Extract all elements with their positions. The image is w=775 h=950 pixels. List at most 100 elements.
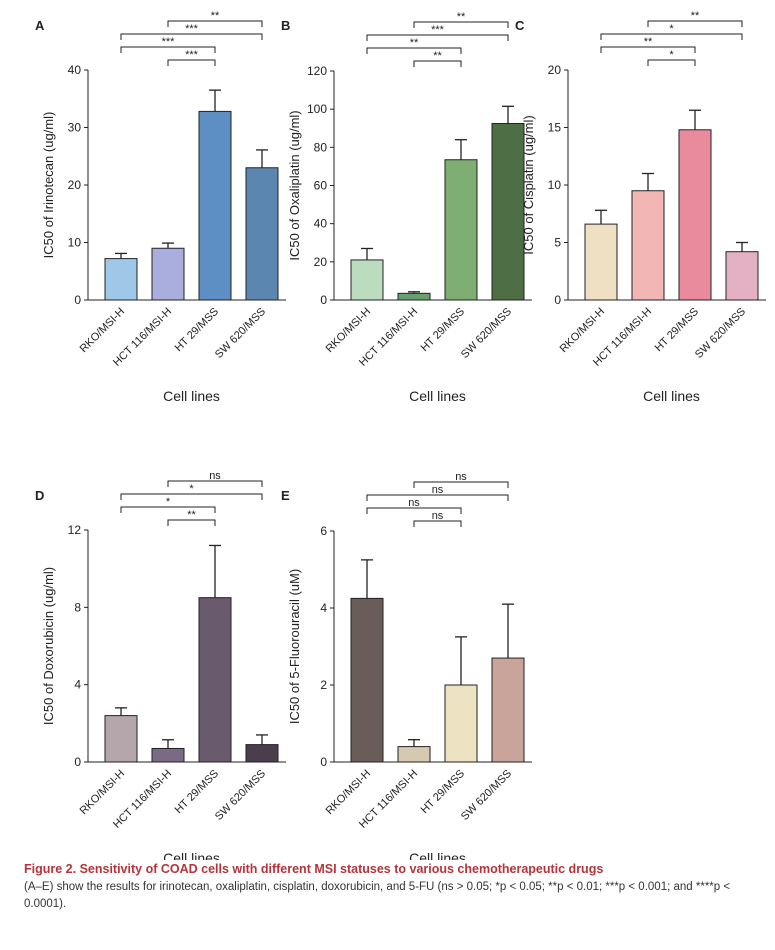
significance-label: *	[669, 23, 674, 35]
y-tick-label: 20	[548, 63, 562, 77]
bar	[584, 223, 618, 301]
x-tick-label: SW 620/MSS	[459, 768, 514, 823]
y-tick-label: 100	[307, 102, 327, 116]
significance-label: ***	[185, 23, 199, 35]
y-tick-label: 20	[314, 255, 328, 269]
figure-caption: Figure 2. Sensitivity of COAD cells with…	[24, 862, 759, 913]
significance-bracket	[413, 21, 509, 28]
y-tick-label: 60	[314, 179, 328, 193]
significance-label: **	[187, 509, 196, 521]
bar	[350, 259, 384, 301]
x-tick-label: HT 29/MSS	[173, 768, 222, 817]
x-tick-label: HT 29/MSS	[173, 306, 222, 355]
bar	[631, 190, 665, 301]
significance-bracket	[647, 20, 743, 27]
y-tick-label: 10	[68, 236, 82, 250]
bar	[104, 715, 138, 763]
chart-panel-c: C 0 5 10 15 20 IC50 of Cisplatin (ug/ml) RKO/MS…	[515, 10, 766, 404]
panel-letter: B	[281, 18, 290, 33]
y-tick-label: 5	[554, 236, 561, 250]
x-tick-label: SW 620/MSS	[693, 306, 748, 361]
significance-bracket	[600, 33, 743, 40]
x-tick-label: HT 29/MSS	[419, 768, 468, 817]
significance-label: ***	[185, 49, 199, 61]
bar	[491, 122, 525, 301]
significance-label: ns	[432, 484, 444, 496]
y-tick-label: 4	[320, 601, 327, 615]
y-axis-label: IC50 of Cisplatin (ug/ml)	[521, 115, 536, 254]
x-axis-label: Cell lines	[409, 388, 466, 404]
y-axis-label: IC50 of 5-Fluorouracil (uM)	[287, 569, 302, 724]
bar	[198, 110, 232, 301]
panel-letter: E	[281, 488, 290, 503]
y-tick-label: 0	[554, 293, 561, 307]
x-tick-label: SW 620/MSS	[213, 306, 268, 361]
significance-bracket	[600, 46, 696, 53]
significance-label: ***	[162, 36, 176, 48]
y-tick-label: 12	[68, 523, 82, 537]
significance-label: *	[189, 483, 194, 495]
caption-title: Figure 2. Sensitivity of COAD cells with…	[24, 862, 604, 876]
significance-bracket	[366, 494, 509, 501]
bar	[678, 129, 712, 301]
x-axis-label: Cell lines	[163, 388, 220, 404]
x-tick-label: RKO/MSI-H	[324, 768, 374, 818]
bar	[491, 657, 525, 763]
y-axis-label: IC50 of Doxorubicin (ug/ml)	[41, 567, 56, 725]
significance-label: ns	[408, 497, 420, 509]
y-tick-label: 15	[548, 121, 562, 135]
chart-panel-d: D 0 4 8 12 IC50 of Doxorubicin (ug/ml) RKO/MSI…	[35, 470, 286, 860]
significance-bracket	[366, 47, 462, 54]
significance-label: *	[166, 496, 171, 508]
significance-label: ***	[431, 24, 445, 36]
y-tick-label: 80	[314, 140, 328, 154]
y-tick-label: 0	[320, 755, 327, 769]
significance-label: ns	[209, 470, 221, 482]
bar	[397, 746, 431, 763]
significance-bracket	[366, 34, 509, 41]
bar	[151, 247, 185, 301]
significance-bracket	[167, 480, 263, 487]
significance-bracket	[647, 59, 696, 66]
y-tick-label: 40	[314, 217, 328, 231]
significance-bracket	[167, 20, 263, 27]
chart-panel-a: A 0 10 20 30 40 IC50 of Irinotecan (ug/ml) RKO/…	[35, 10, 286, 404]
significance-label: **	[410, 37, 419, 49]
y-tick-label: 6	[320, 524, 327, 538]
significance-bracket	[120, 493, 263, 500]
bar	[198, 597, 232, 763]
y-tick-label: 0	[74, 755, 81, 769]
bar	[444, 159, 478, 301]
bar	[350, 597, 384, 763]
significance-bracket	[120, 33, 263, 40]
y-tick-label: 40	[68, 63, 82, 77]
y-tick-label: 8	[74, 600, 81, 614]
x-tick-label: SW 620/MSS	[459, 306, 514, 361]
x-tick-label: HT 29/MSS	[419, 306, 468, 355]
y-tick-label: 0	[74, 293, 81, 307]
significance-bracket	[167, 59, 216, 66]
y-axis-label: IC50 of Irinotecan (ug/ml)	[41, 112, 56, 259]
bar	[444, 684, 478, 763]
significance-label: **	[433, 50, 442, 62]
x-axis-label: Cell lines	[409, 850, 466, 860]
panel-letter: A	[35, 18, 45, 33]
y-tick-label: 10	[548, 178, 562, 192]
y-axis-label: IC50 of Oxaliplatin (ug/ml)	[287, 110, 302, 260]
bar	[104, 258, 138, 301]
x-tick-label: RKO/MSI-H	[78, 768, 128, 818]
significance-bracket	[120, 46, 216, 53]
bar	[397, 292, 431, 301]
significance-bracket	[167, 519, 216, 526]
x-axis-label: Cell lines	[643, 388, 700, 404]
x-axis-label: Cell lines	[163, 850, 220, 860]
y-tick-label: 30	[68, 121, 82, 135]
bar	[725, 251, 759, 301]
significance-label: ns	[432, 510, 444, 522]
bar	[151, 747, 185, 763]
x-tick-label: RKO/MSI-H	[78, 306, 128, 356]
significance-label: *	[669, 49, 674, 61]
y-tick-label: 2	[320, 678, 327, 692]
y-tick-label: 4	[74, 678, 81, 692]
